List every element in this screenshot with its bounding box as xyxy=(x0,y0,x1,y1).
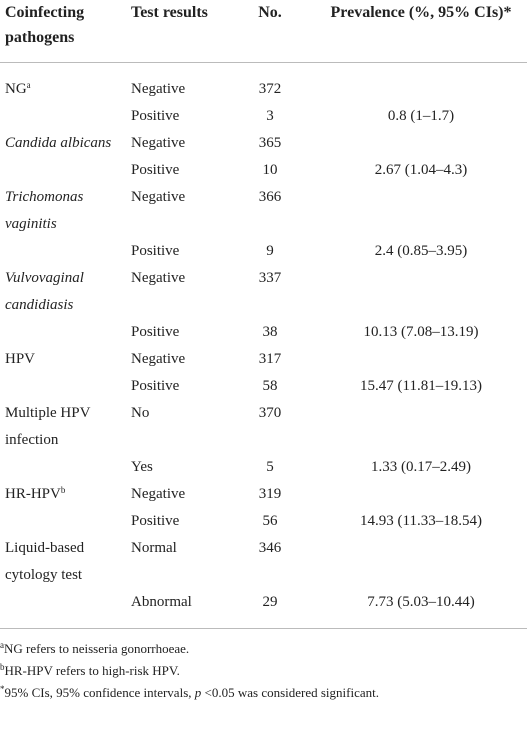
footnote-text: p xyxy=(194,685,202,700)
pathogen-name: HR-HPV xyxy=(5,486,61,502)
pathogen-name: Liquid-based cytology test xyxy=(5,540,85,583)
pathogen-name: Candida albicans xyxy=(5,135,112,151)
column-header: Prevalence (%, 95% CIs)* xyxy=(330,4,512,21)
count: 317 xyxy=(258,351,282,367)
test-result: Negative xyxy=(131,135,186,151)
pathogen: Liquid-based cytology test xyxy=(5,535,117,589)
test-result: Negative xyxy=(131,189,186,205)
test-result: Negative xyxy=(131,351,186,367)
footnote-text: <0.05 was considered significant. xyxy=(201,685,379,700)
prevalence: 10.13 (7.08–13.19) xyxy=(363,324,479,340)
pathogen-name: Trichomonas vaginitis xyxy=(5,189,84,232)
pathogen-name: Vulvovaginal candidiasis xyxy=(5,270,84,313)
footnote-mark: a xyxy=(26,80,31,90)
prevalence: 0.8 (1–1.7) xyxy=(387,108,455,124)
footnote: bHR-HPV refers to high-risk HPV. xyxy=(0,660,180,682)
test-result: Positive xyxy=(131,378,180,394)
pathogen: HPV xyxy=(5,346,117,373)
test-result: Negative xyxy=(131,270,186,286)
pathogen-name: NG xyxy=(5,81,27,97)
prevalence: 2.67 (1.04–4.3) xyxy=(374,162,468,178)
footnote: aNG refers to neisseria gonorrhoeae. xyxy=(0,638,189,660)
prevalence: 7.73 (5.03–10.44) xyxy=(367,594,475,610)
test-result: Positive xyxy=(131,513,180,529)
pathogen: Vulvovaginal candidiasis xyxy=(5,265,117,319)
prevalence: 2.4 (0.85–3.95) xyxy=(374,243,468,259)
count: 3 xyxy=(266,108,274,124)
count: 370 xyxy=(258,405,282,421)
count: 38 xyxy=(262,324,278,340)
count: 10 xyxy=(262,162,278,178)
footnote-mark: a xyxy=(0,640,4,650)
test-result: Negative xyxy=(131,486,186,502)
prevalence: 15.47 (11.81–19.13) xyxy=(360,378,482,394)
pathogen-name: Multiple HPV infection xyxy=(5,405,91,448)
test-result: Normal xyxy=(131,540,177,556)
count: 5 xyxy=(266,459,274,475)
pathogen: HR-HPVb xyxy=(5,481,117,508)
count: 29 xyxy=(262,594,278,610)
count: 337 xyxy=(258,270,282,286)
footnote-text: 95% CIs, 95% confidence intervals, xyxy=(4,685,195,700)
pathogen-name: HPV xyxy=(5,351,36,367)
column-header: Coinfecting pathogens xyxy=(5,4,85,46)
test-result: Abnormal xyxy=(131,594,192,610)
bottom-rule xyxy=(0,628,527,629)
count: 372 xyxy=(258,81,282,97)
test-result: Yes xyxy=(131,459,153,475)
footnote: *95% CIs, 95% confidence intervals, p <0… xyxy=(0,682,379,704)
footnote-mark: * xyxy=(0,684,5,694)
footnote-mark: b xyxy=(60,485,66,495)
footnote-text: HR-HPV refers to high-risk HPV. xyxy=(4,663,180,678)
pathogen: NGa xyxy=(5,76,117,103)
pathogen: Multiple HPV infection xyxy=(5,400,117,454)
test-result: Positive xyxy=(131,324,180,340)
count: 365 xyxy=(258,135,282,151)
test-result: Positive xyxy=(131,162,180,178)
footnote-text: NG refers to neisseria gonorrhoeae. xyxy=(4,641,190,656)
column-header: Test results xyxy=(131,4,208,21)
footnote-mark: b xyxy=(0,662,5,672)
prevalence: 1.33 (0.17–2.49) xyxy=(371,459,471,475)
prevalence: 14.93 (11.33–18.54) xyxy=(360,513,482,529)
count: 346 xyxy=(258,540,282,556)
column-header: No. xyxy=(258,4,282,21)
count: 319 xyxy=(258,486,282,502)
header-rule xyxy=(0,62,527,63)
count: 56 xyxy=(262,513,278,529)
pathogen: Trichomonas vaginitis xyxy=(5,184,117,238)
test-result: Positive xyxy=(131,243,180,259)
count: 58 xyxy=(262,378,278,394)
test-result: Positive xyxy=(131,108,180,124)
count: 9 xyxy=(266,243,274,259)
test-result: Negative xyxy=(131,81,186,97)
pathogen: Candida albicans xyxy=(5,130,117,157)
count: 366 xyxy=(258,189,282,205)
test-result: No xyxy=(131,405,150,421)
